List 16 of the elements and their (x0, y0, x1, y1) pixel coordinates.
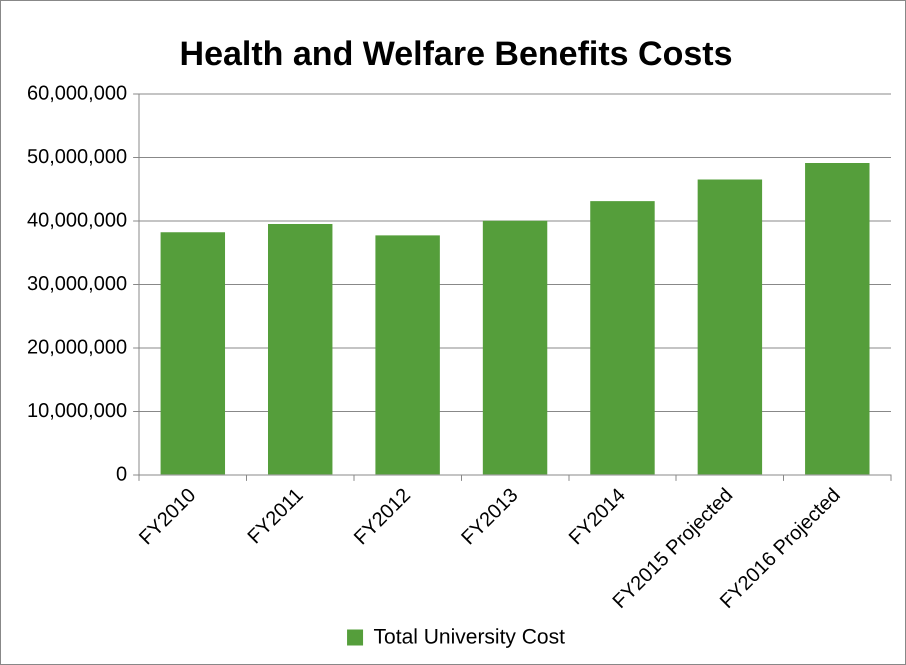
bar (375, 235, 440, 474)
y-tick-label: 20,000,000 (26, 336, 128, 358)
bar (698, 180, 762, 474)
chart-title: Health and Welfare Benefits Costs (180, 34, 732, 73)
bar (160, 232, 226, 474)
bar (805, 163, 870, 474)
y-tick-label: 50,000,000 (26, 146, 128, 168)
y-tick-label: 10,000,000 (26, 400, 128, 422)
y-tick-label: 60,000,000 (26, 82, 128, 104)
y-tick-label: 30,000,000 (26, 272, 128, 295)
y-tick-label: 40,000,000 (26, 209, 128, 232)
y-tick-label: 0 (116, 463, 128, 486)
bar (268, 224, 332, 474)
bar (482, 220, 548, 474)
legend-label: Total University Cost (374, 625, 566, 648)
bar (590, 201, 655, 474)
